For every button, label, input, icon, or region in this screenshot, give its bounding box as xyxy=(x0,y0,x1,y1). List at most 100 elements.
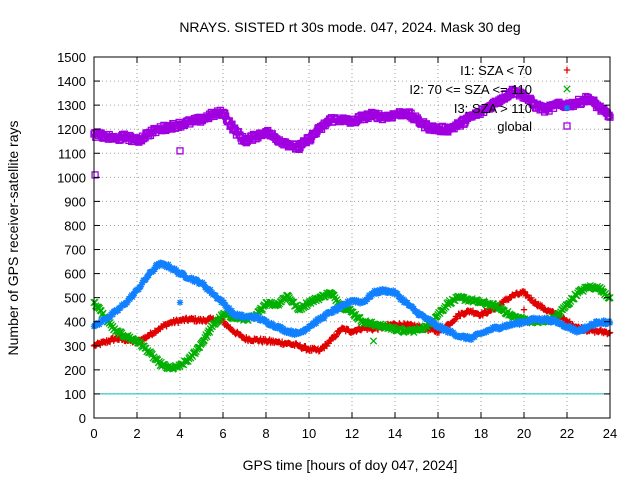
data-point-interp xyxy=(330,291,338,300)
y-tick-label: 1000 xyxy=(57,170,86,185)
data-point-interp xyxy=(448,328,455,335)
data-point-interp xyxy=(396,293,403,301)
y-tick-label: 400 xyxy=(64,315,86,330)
data-point-interp xyxy=(228,307,236,314)
data-point-interp xyxy=(191,349,199,358)
data-point-interp xyxy=(314,315,322,322)
series-x xyxy=(90,282,614,373)
outlier-point xyxy=(176,299,184,306)
legend-marker xyxy=(563,122,571,130)
x-tick-label: 20 xyxy=(517,426,531,441)
data-point-interp xyxy=(197,279,204,287)
data-point-interp xyxy=(420,323,428,331)
outlier-point xyxy=(369,337,378,345)
data-point-interp xyxy=(138,281,145,288)
data-point-interp xyxy=(312,320,320,327)
legend-label: global xyxy=(497,119,532,134)
x-tick-label: 10 xyxy=(302,426,316,441)
data-point-interp xyxy=(369,290,376,297)
data-point-interp xyxy=(173,266,180,274)
outlier-point xyxy=(176,147,184,155)
legend-label: I2: 70 <= SZA <= 110 xyxy=(409,82,532,97)
y-tick-label: 100 xyxy=(64,387,86,402)
x-tick-label: 22 xyxy=(560,426,574,441)
outlier-point xyxy=(91,171,99,179)
axis-ticks: 0100200300400500600700800900100011001200… xyxy=(57,50,617,441)
y-tick-label: 700 xyxy=(64,243,86,258)
series-layer xyxy=(90,85,614,373)
data-point-interp xyxy=(559,320,566,327)
data-point-interp xyxy=(200,281,208,288)
series-square xyxy=(90,85,614,153)
data-point-interp xyxy=(484,310,491,317)
data-point-interp xyxy=(527,294,535,302)
data-point-interp xyxy=(335,306,342,313)
y-tick-label: 600 xyxy=(64,267,86,282)
data-point-interp xyxy=(129,293,136,301)
y-tick-label: 1300 xyxy=(57,98,86,113)
data-point-interp xyxy=(202,284,210,292)
data-point-interp xyxy=(394,290,401,298)
series-+ xyxy=(90,288,614,355)
data-point-interp xyxy=(590,322,598,330)
x-tick-label: 8 xyxy=(262,426,269,441)
data-point-interp xyxy=(332,333,340,340)
data-point-interp xyxy=(109,311,117,318)
x-tick-label: 18 xyxy=(474,426,488,441)
data-point-interp xyxy=(538,302,546,309)
data-point-interp xyxy=(311,321,318,328)
y-tick-label: 1400 xyxy=(57,74,86,89)
data-point-interp xyxy=(605,294,613,302)
data-point-interp xyxy=(386,323,395,332)
legend-marker xyxy=(563,104,571,112)
data-point-interp xyxy=(164,263,171,271)
data-point-interp xyxy=(137,283,144,290)
legend-label: I1: SZA < 70 xyxy=(460,63,532,78)
data-point-interp xyxy=(135,286,142,293)
data-point-interp xyxy=(336,328,343,336)
data-point-interp xyxy=(282,326,289,334)
data-point-interp xyxy=(356,300,364,307)
outlier-point xyxy=(520,306,528,313)
data-point-interp xyxy=(281,328,289,336)
data-point-interp xyxy=(226,304,233,312)
y-tick-label: 1200 xyxy=(57,122,86,137)
data-point-interp xyxy=(131,290,138,297)
data-point-interp xyxy=(367,293,375,300)
legend-marker xyxy=(563,85,571,93)
data-point-interp xyxy=(255,314,263,321)
y-tick-label: 300 xyxy=(64,339,86,354)
data-point-interp xyxy=(431,319,438,327)
chart-title: NRAYS. SISTED rt 30s mode. 047, 2024. Ma… xyxy=(179,19,520,35)
data-point-interp xyxy=(98,318,106,326)
x-tick-label: 4 xyxy=(176,426,183,441)
y-tick-label: 800 xyxy=(64,218,86,233)
x-tick-label: 24 xyxy=(603,426,617,441)
data-point-interp xyxy=(573,329,581,336)
y-tick-label: 0 xyxy=(79,411,86,426)
data-point-interp xyxy=(604,112,612,121)
data-point-interp xyxy=(329,309,336,316)
data-point-interp xyxy=(212,292,220,299)
data-point-interp xyxy=(96,321,103,328)
data-point-interp xyxy=(269,321,277,328)
data-point-interp xyxy=(204,329,212,337)
x-tick-label: 16 xyxy=(431,426,445,441)
legend-label: I3: SZA > 110 xyxy=(454,101,532,116)
data-point-interp xyxy=(443,325,451,333)
x-axis-label: GPS time [hours of doy 047, 2024] xyxy=(243,457,458,473)
data-point-interp xyxy=(544,315,552,322)
data-point-interp xyxy=(142,275,150,283)
data-point-interp xyxy=(123,299,131,307)
data-point-interp xyxy=(165,261,172,268)
data-point-interp xyxy=(547,319,555,326)
data-point-interp xyxy=(321,314,328,322)
data-point-interp xyxy=(207,286,214,293)
data-point-interp xyxy=(471,333,478,341)
series-* xyxy=(90,259,614,344)
x-tick-label: 12 xyxy=(345,426,359,441)
data-point-interp xyxy=(540,316,547,323)
x-tick-label: 14 xyxy=(388,426,402,441)
y-tick-label: 900 xyxy=(64,194,86,209)
